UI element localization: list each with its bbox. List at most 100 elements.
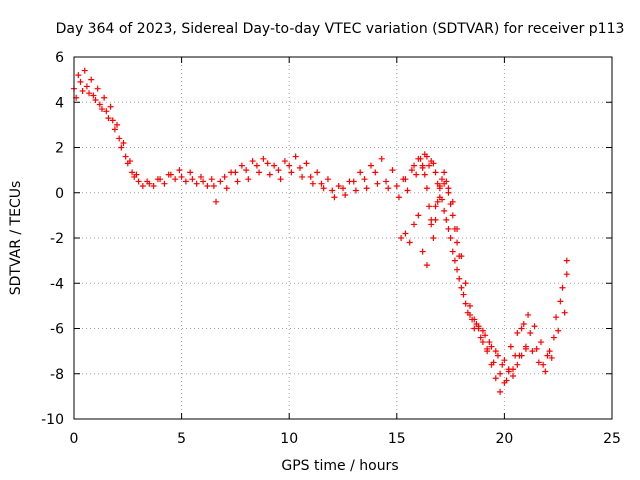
data-point (288, 169, 295, 176)
data-point (178, 173, 185, 180)
data-point (484, 348, 491, 355)
data-point (415, 212, 422, 219)
x-axis-label: GPS time / hours (281, 458, 398, 474)
y-tick-label: -6 (50, 322, 64, 338)
data-point (501, 379, 508, 386)
data-point (266, 171, 273, 178)
data-point (454, 239, 461, 246)
data-point (352, 187, 359, 194)
data-point (402, 230, 409, 237)
data-point (286, 162, 293, 169)
data-point (92, 96, 99, 103)
data-point (462, 280, 469, 287)
data-point (497, 388, 504, 395)
data-point (243, 167, 250, 174)
data-point (507, 343, 514, 350)
data-point (374, 180, 381, 187)
data-point (451, 257, 458, 264)
data-point (473, 320, 480, 327)
data-point (154, 176, 161, 183)
data-point (324, 176, 331, 183)
y-tick-label: 6 (55, 50, 64, 66)
data-point (249, 158, 256, 165)
data-point (135, 178, 142, 185)
data-point (445, 225, 452, 232)
data-point (411, 221, 418, 228)
data-point (548, 354, 555, 361)
y-tick-label: -4 (50, 276, 64, 292)
data-point (320, 185, 327, 192)
data-point (447, 201, 454, 208)
data-point (378, 155, 385, 162)
data-point (423, 185, 430, 192)
data-point (103, 108, 110, 115)
data-point (172, 176, 179, 183)
data-point (486, 339, 493, 346)
data-point (443, 216, 450, 223)
x-tick-label: 20 (495, 431, 513, 447)
data-point (514, 361, 521, 368)
data-point (563, 271, 570, 278)
data-point (447, 235, 454, 241)
data-point (101, 94, 108, 101)
data-point (245, 176, 252, 183)
data-point (217, 178, 224, 185)
data-point (208, 176, 215, 183)
data-point (204, 182, 211, 189)
axis-tick-labels: 0 5 10 15 20 25 -10 -8 -6 -4 -2 0 2 4 6 (41, 50, 621, 447)
data-point (253, 162, 260, 169)
data-point (275, 167, 282, 174)
data-point (426, 203, 433, 210)
data-point (462, 300, 469, 307)
series-track-5 (419, 162, 463, 260)
data-point (400, 176, 407, 183)
data-point (296, 164, 303, 171)
data-point (281, 158, 288, 165)
data-point (546, 348, 553, 355)
data-point (107, 103, 114, 110)
data-point (432, 169, 439, 176)
data-point (475, 325, 482, 332)
y-axis-label: SDTVAR / TECUs (8, 181, 24, 296)
data-point (432, 203, 439, 210)
data-point (512, 352, 519, 359)
data-point (406, 239, 413, 246)
data-point (303, 160, 310, 167)
data-point (90, 92, 97, 99)
data-point (395, 194, 402, 201)
data-point (421, 151, 428, 158)
data-point (161, 180, 168, 187)
series-track-1 (71, 78, 570, 368)
data-point (441, 169, 448, 176)
data-point (81, 67, 88, 74)
data-point (408, 167, 415, 174)
data-point (393, 182, 400, 189)
data-point (537, 339, 544, 346)
chart-title: Day 364 of 2023, Sidereal Day-to-day VTE… (56, 21, 625, 37)
y-tick-label: -8 (50, 367, 64, 383)
data-point (144, 178, 151, 185)
data-point (499, 361, 506, 368)
data-point (471, 316, 478, 323)
data-point (189, 176, 196, 183)
data-point (256, 169, 263, 176)
data-point (488, 343, 495, 350)
y-tick-label: 4 (55, 95, 64, 111)
data-point (114, 121, 121, 128)
data-point (436, 182, 443, 189)
data-point (445, 189, 452, 196)
data-point (419, 248, 426, 255)
data-points (71, 67, 570, 395)
data-point (129, 169, 136, 176)
data-point (428, 158, 435, 165)
data-point (419, 162, 426, 169)
data-point (109, 117, 116, 124)
data-point (456, 253, 463, 260)
y-tick-label: 0 (55, 186, 64, 202)
data-point (553, 314, 560, 321)
data-point (458, 284, 465, 291)
data-point (340, 185, 346, 192)
data-point (335, 182, 342, 189)
data-point (223, 185, 230, 192)
